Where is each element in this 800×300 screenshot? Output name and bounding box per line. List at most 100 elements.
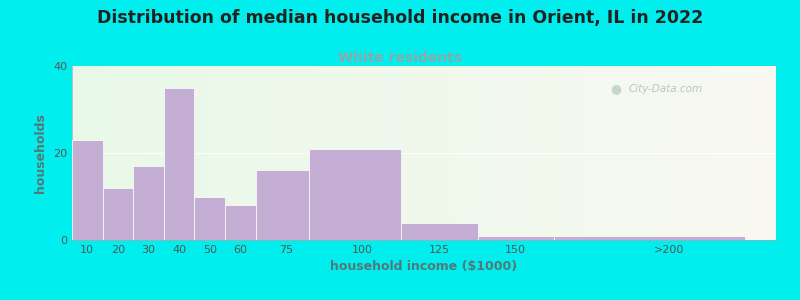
Bar [220,66,227,240]
Bar [635,66,642,240]
Bar [368,66,374,240]
Bar [382,66,389,240]
Bar [72,66,79,240]
Bar [678,66,685,240]
Bar [122,66,128,240]
Bar [333,66,339,240]
Bar [164,88,194,240]
Bar [515,66,522,240]
Bar [142,66,150,240]
X-axis label: household income ($1000): household income ($1000) [330,260,518,273]
Bar [354,66,361,240]
Bar [310,148,401,240]
Bar [762,66,769,240]
Bar [565,66,572,240]
Bar [225,205,256,240]
Bar [185,66,192,240]
Bar [726,66,734,240]
Bar [194,196,225,240]
Bar [741,66,748,240]
Bar [452,66,459,240]
Bar [579,66,586,240]
Bar [79,66,86,240]
Bar [544,66,550,240]
Bar [134,166,164,240]
Bar [530,66,537,240]
Bar [86,66,93,240]
Bar [170,66,178,240]
Bar [748,66,755,240]
Bar [734,66,741,240]
Bar [318,66,326,240]
Bar [389,66,396,240]
Bar [107,66,114,240]
Bar [554,236,746,240]
Text: Distribution of median household income in Orient, IL in 2022: Distribution of median household income … [97,9,703,27]
Bar [403,66,410,240]
Bar [150,66,157,240]
Bar [178,66,185,240]
Bar [494,66,502,240]
Bar [487,66,494,240]
Bar [755,66,762,240]
Bar [346,66,354,240]
Bar [642,66,650,240]
Bar [298,66,304,240]
Bar [706,66,713,240]
Bar [227,66,234,240]
Bar [600,66,607,240]
Bar [438,66,445,240]
Bar [128,66,135,240]
Bar [283,66,290,240]
Bar [558,66,565,240]
Bar [698,66,706,240]
Bar [691,66,698,240]
Bar [474,66,480,240]
Bar [241,66,248,240]
Bar [401,223,478,240]
Bar [93,66,100,240]
Bar [607,66,614,240]
Bar [248,66,255,240]
Bar [713,66,720,240]
Bar [593,66,600,240]
Bar [663,66,670,240]
Bar [339,66,346,240]
Bar [234,66,241,240]
Bar [656,66,663,240]
Bar [361,66,368,240]
Bar [290,66,298,240]
Bar [628,66,635,240]
Bar [192,66,198,240]
Bar [424,66,431,240]
Bar [445,66,452,240]
Bar [72,140,102,240]
Bar [614,66,621,240]
Bar [276,66,283,240]
Y-axis label: households: households [34,113,47,193]
Bar [621,66,628,240]
Bar [550,66,558,240]
Bar [135,66,142,240]
Bar [586,66,593,240]
Bar [262,66,269,240]
Bar [670,66,678,240]
Bar [163,66,170,240]
Bar [720,66,726,240]
Bar [502,66,509,240]
Bar [256,170,310,240]
Bar [572,66,579,240]
Bar [769,66,776,240]
Bar [509,66,515,240]
Bar [157,66,163,240]
Bar [459,66,466,240]
Bar [304,66,311,240]
Text: ●: ● [610,82,622,95]
Text: White residents: White residents [338,51,462,65]
Bar [374,66,382,240]
Bar [431,66,438,240]
Bar [537,66,544,240]
Bar [100,66,107,240]
Bar [466,66,474,240]
Bar [685,66,691,240]
